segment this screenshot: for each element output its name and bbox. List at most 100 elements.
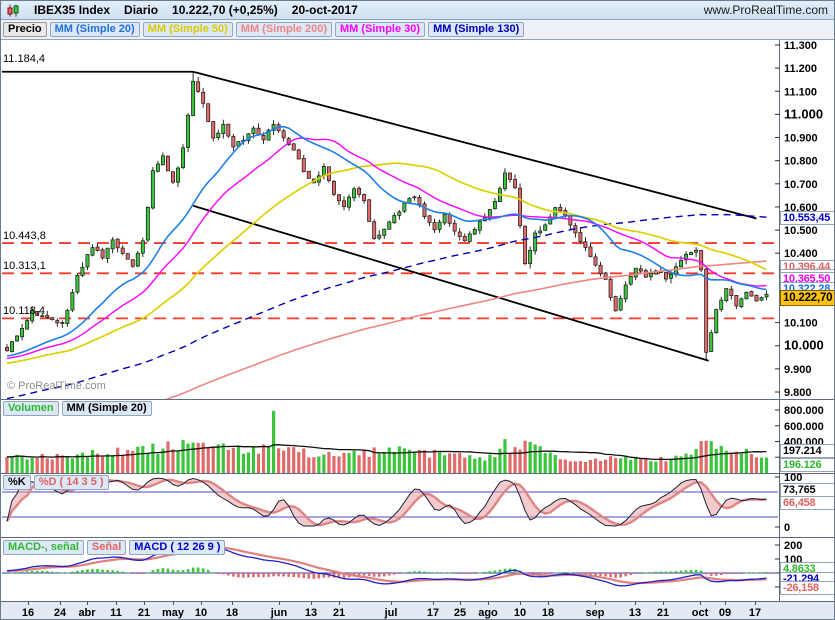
price-axis-tick: 11.200 xyxy=(784,63,817,75)
time-axis-label: 24 xyxy=(53,607,67,619)
price-axis-tick: 10.400 xyxy=(784,248,818,260)
time-axis-tick xyxy=(700,602,701,605)
time-axis-tick xyxy=(311,602,312,605)
price-axis-tick: 11.300 xyxy=(784,40,817,52)
ma-legend-chip[interactable]: MM (Simple 30) xyxy=(334,22,426,37)
price-axis-tick: 10.500 xyxy=(784,225,818,237)
mm130-price-box: 10.553,45 xyxy=(780,211,834,225)
macd-hist-legend-chip[interactable]: MACD-, señal xyxy=(3,540,84,555)
time-axis-label: 11 xyxy=(110,607,122,619)
ma-legend-chips: MM (Simple 20) MM (Simple 50) MM (Simple 2… xyxy=(49,22,525,37)
macd-legend: MACD-, señal Señal MACD ( 12 26 9 ) xyxy=(3,540,226,555)
time-axis-label: 17 xyxy=(426,607,440,619)
price-legend-bar: Precio MM (Simple 20) MM (Simple 50) MM (S… xyxy=(1,20,834,40)
prorealtime-site-link[interactable]: www.ProRealTime.com xyxy=(703,3,828,17)
time-axis-tick xyxy=(725,602,726,605)
time-axis-label: 17 xyxy=(748,607,762,619)
ma-legend-chip[interactable]: MM (Simple 50) xyxy=(142,22,233,37)
ma-legend-chip[interactable]: MM (Simple 20) xyxy=(49,22,140,37)
time-axis-label: 21 xyxy=(656,607,670,619)
time-axis-label: jul xyxy=(384,607,398,619)
chart-canvas[interactable]: 11.300 11.200 11.100 11.000 10.900 10.800 10.7… xyxy=(1,40,835,601)
time-axis-tick xyxy=(520,602,521,605)
macd-signal-value-box: -26,158 xyxy=(780,581,834,595)
macd-line-legend-chip[interactable]: MACD ( 12 26 9 ) xyxy=(129,540,226,555)
time-axis-tick xyxy=(201,602,202,605)
price-axis-tick: 10.800 xyxy=(784,156,818,168)
volume-axis-tick: 800.000 xyxy=(784,405,824,417)
time-axis-label: 10 xyxy=(194,607,208,619)
time-axis-tick xyxy=(232,602,233,605)
price-axis-tick: 11.000 xyxy=(784,106,823,121)
stoch-d-legend-chip[interactable]: %D ( 14 3 5 ) xyxy=(33,475,109,490)
time-axis-tick xyxy=(433,602,434,605)
price-axis-tick: 9.900 xyxy=(784,364,812,376)
instrument-name: IBEX35 Index xyxy=(34,3,111,17)
price-axis-tick: 10.600 xyxy=(784,202,818,214)
time-axis-label: sep xyxy=(585,607,605,619)
peak-price-label: 11.184,4 xyxy=(3,53,46,65)
macd-signal-legend-chip[interactable]: Señal xyxy=(86,540,127,555)
macd-axis-tick: 200 xyxy=(784,540,802,552)
time-axis-label: ago xyxy=(478,607,498,619)
time-axis-label: 13 xyxy=(304,607,318,619)
volume-axis-tick: 600.000 xyxy=(784,421,824,433)
stoch-k-value-box: 73,765 xyxy=(780,483,834,497)
time-axis-label: 18 xyxy=(225,607,239,619)
price-axis-tick: 10.100 xyxy=(784,318,818,330)
time-axis-label: 21 xyxy=(137,607,151,619)
volume-legend: Volumen MM (Simple 20) xyxy=(3,401,152,416)
volume-ma-legend-chip[interactable]: MM (Simple 20) xyxy=(61,401,152,416)
stoch-d-value-box: 66,458 xyxy=(780,496,834,510)
level-label-10313: 10.313,1 xyxy=(3,260,46,272)
session-date: 20-oct-2017 xyxy=(291,3,358,17)
time-axis-tick xyxy=(548,602,549,605)
time-axis-tick xyxy=(460,602,461,605)
price-axis-tick: 11.100 xyxy=(784,86,817,98)
last-price-change: 10.222,70 (+0,25%) xyxy=(172,3,278,17)
time-axis-label: jun xyxy=(270,607,288,619)
time-axis-tick xyxy=(488,602,489,605)
time-axis-tick xyxy=(391,602,392,605)
timeframe-label: Diario xyxy=(124,3,159,17)
price-axis-tick: 10.700 xyxy=(784,179,818,191)
price-axis-tick: 9.800 xyxy=(784,387,812,399)
price-axis-tick: 10.900 xyxy=(784,133,818,145)
current-price-box: 10.222,70 xyxy=(780,290,834,306)
price-legend-chip[interactable]: Precio xyxy=(3,22,47,37)
level-label-10118: 10.118,4 xyxy=(3,305,46,317)
volume-ma-box: 197.214 xyxy=(780,444,834,458)
stoch-axis-tick: 0 xyxy=(784,522,790,534)
time-axis-label: 10 xyxy=(513,607,527,619)
watermark: © ProRealTime.com xyxy=(7,380,106,392)
time-axis-tick xyxy=(635,602,636,605)
time-axis-label: 25 xyxy=(453,607,467,619)
time-axis-tick xyxy=(87,602,88,605)
time-axis-label: oct xyxy=(691,607,709,619)
level-label-10443: 10.443,8 xyxy=(3,230,46,242)
time-axis-label: may xyxy=(161,607,185,619)
time-axis-tick xyxy=(28,602,29,605)
time-axis-label: abr xyxy=(78,607,96,619)
time-axis-tick xyxy=(60,602,61,605)
stochastic-legend: %K %D ( 14 3 5 ) xyxy=(3,475,109,490)
time-axis-tick xyxy=(595,602,596,605)
volume-value-box: 196.126 xyxy=(780,458,834,472)
time-axis-label: 13 xyxy=(628,607,642,619)
volume-legend-chip[interactable]: Volumen xyxy=(3,401,59,416)
time-axis-label: 18 xyxy=(541,607,555,619)
time-axis-tick xyxy=(755,602,756,605)
ma-legend-chip[interactable]: MM (Simple 130) xyxy=(428,22,525,37)
time-axis: 16 24 abr 11 21 may 10 18 jun 13 21 jul 17 25 ago 10 18 s… xyxy=(1,601,834,619)
time-axis-label: 09 xyxy=(718,607,732,619)
stoch-k-legend-chip[interactable]: %K xyxy=(3,475,31,490)
time-axis-tick xyxy=(116,602,117,605)
time-axis-tick xyxy=(144,602,145,605)
chart-area: 11.300 11.200 11.100 11.000 10.900 10.800 10.7… xyxy=(1,40,834,601)
stoch-axis-tick: 100 xyxy=(784,472,802,484)
price-axis-tick: 10.000 xyxy=(784,338,824,353)
candlestick-icon xyxy=(7,4,20,17)
title-bar: IBEX35 Index Diario 10.222,70 (+0,25%) 2… xyxy=(1,1,834,20)
ma-legend-chip[interactable]: MM (Simple 200) xyxy=(235,22,332,37)
